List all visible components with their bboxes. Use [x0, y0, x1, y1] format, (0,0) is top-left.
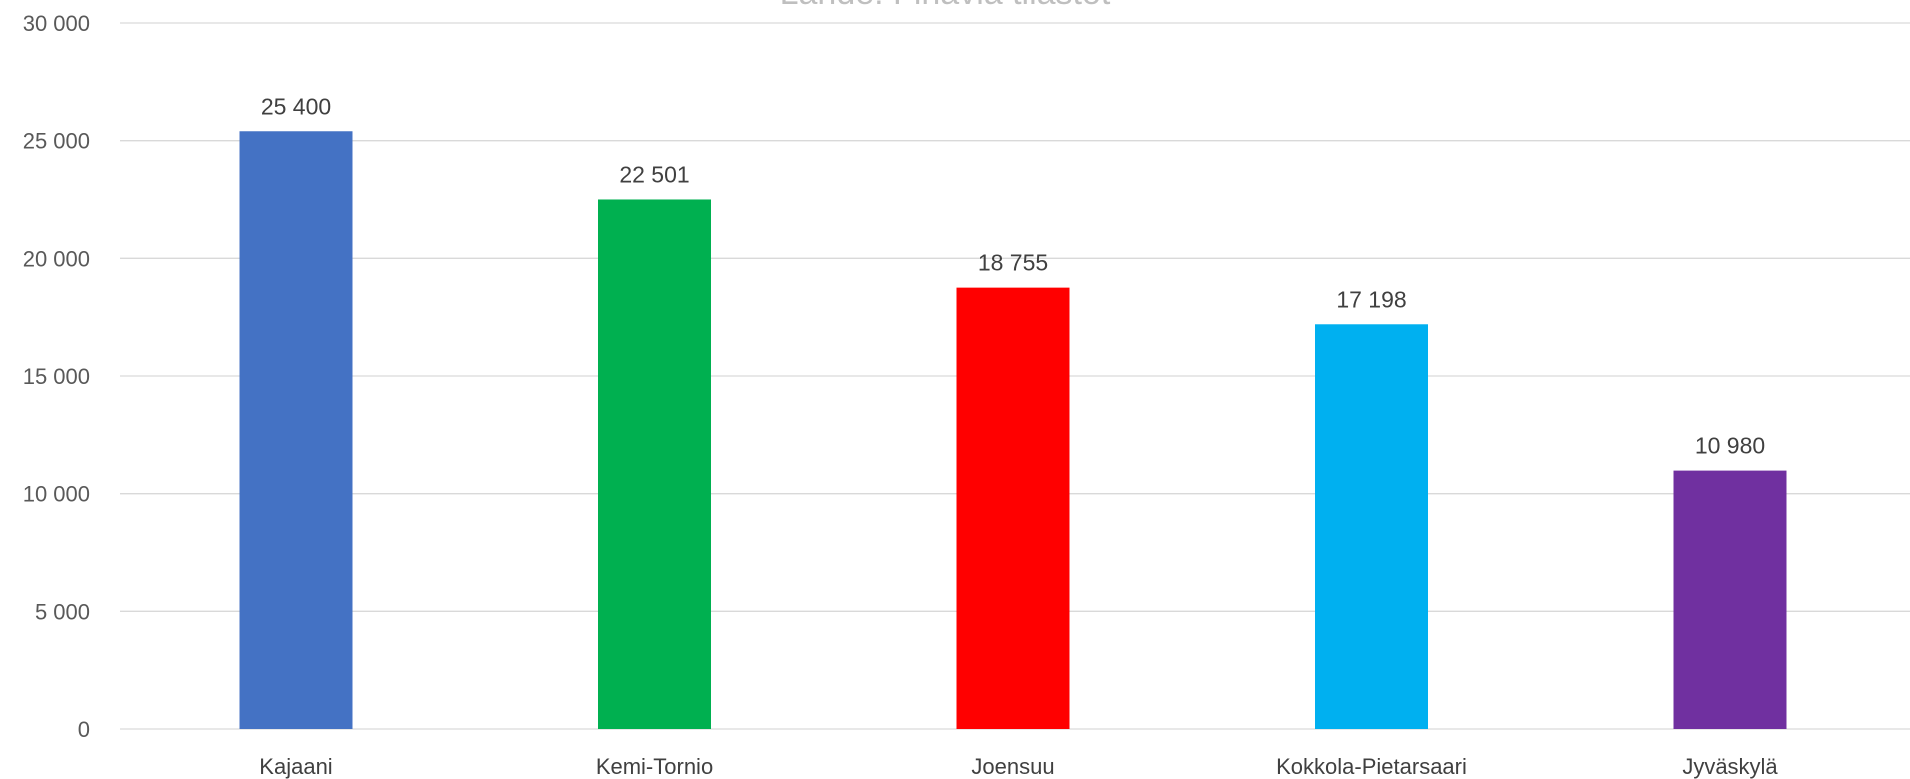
y-axis-tick-labels: 0 5 000 10 000 15 000 20 000 25 000 30 000 — [23, 11, 90, 742]
chart-title: Lähde: Finavia tilastot — [780, 0, 1111, 12]
data-label: 10 980 — [1695, 433, 1765, 459]
y-tick-label: 25 000 — [23, 129, 90, 154]
x-category-label: Kajaani — [259, 754, 332, 779]
y-tick-label: 20 000 — [23, 246, 90, 271]
x-category-label: Joensuu — [971, 754, 1054, 779]
x-axis-category-labels: Kajaani Kemi-Tornio Joensuu Kokkola-Pietars… — [259, 754, 1778, 779]
data-label: 25 400 — [261, 93, 331, 119]
y-tick-label: 5 000 — [35, 599, 90, 624]
x-category-label: Kokkola-Pietarsaari — [1276, 754, 1467, 779]
data-label: 22 501 — [619, 161, 689, 187]
y-tick-label: 30 000 — [23, 11, 90, 36]
x-category-label: Jyväskylä — [1682, 754, 1778, 779]
bar-kajaani — [239, 131, 353, 730]
data-label: 18 755 — [978, 250, 1048, 276]
bar-jyv-skyl- — [1673, 470, 1787, 729]
y-tick-label: 15 000 — [23, 364, 90, 389]
x-category-label: Kemi-Tornio — [596, 754, 713, 779]
bars — [239, 131, 1787, 730]
y-tick-label: 10 000 — [23, 482, 90, 507]
bar-kemi-tornio — [598, 199, 711, 730]
data-labels: 25 400 22 501 18 755 17 198 10 980 — [261, 93, 1765, 458]
bar-kokkola-pietarsaari — [1315, 324, 1428, 729]
data-label: 17 198 — [1336, 286, 1406, 312]
bar-joensuu — [956, 287, 1070, 729]
y-tick-label: 0 — [78, 717, 90, 742]
